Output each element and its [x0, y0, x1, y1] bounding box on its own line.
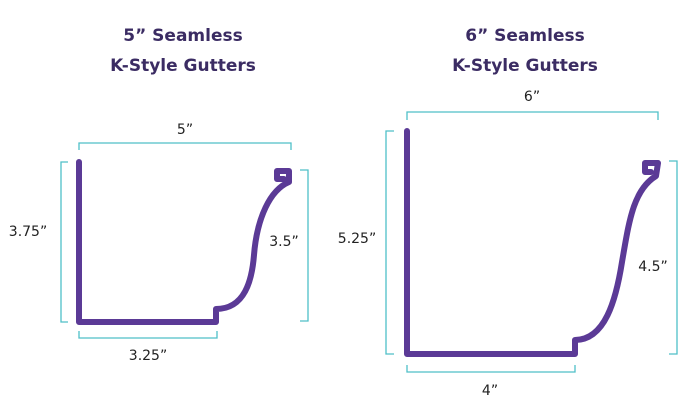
gutter-5in-width-dimension	[78, 142, 292, 150]
gutter-6in-profile	[404, 128, 661, 357]
gutter-5in-group: 5” Seamless K-Style Gutters 5” 3.75” 3.5…	[9, 26, 309, 364]
gutter-5in-profile	[76, 159, 292, 325]
gutter-6in-back-height-label: 5.25”	[338, 231, 376, 247]
gutter-5in-back-height-label: 3.75”	[9, 224, 47, 240]
gutter-6in-back-height-dimension	[385, 130, 394, 355]
gutter-5in-back-height-dimension	[60, 161, 68, 323]
gutter-5in-bottom-label: 3.25”	[129, 348, 167, 364]
gutter-6in-width-label: 6”	[524, 89, 540, 105]
gutter-5in-title-line2: K-Style Gutters	[110, 56, 256, 76]
gutter-6in-title-line2: K-Style Gutters	[452, 56, 598, 76]
gutter-6in-front-height-dimension	[669, 160, 678, 355]
gutter-6in-width-dimension	[406, 111, 659, 120]
gutter-6in-title-line1: 6” Seamless	[465, 26, 584, 46]
gutter-5in-title-line1: 5” Seamless	[123, 26, 242, 46]
gutter-5in-front-height-dimension	[300, 169, 309, 322]
gutter-6in-bottom-label: 4”	[482, 383, 498, 399]
gutter-5in-width-label: 5”	[177, 122, 193, 138]
gutter-6in-front-height-label: 4.5”	[638, 259, 668, 275]
gutter-5in-bottom-dimension	[78, 331, 218, 339]
gutter-5in-front-height-label: 3.5”	[269, 234, 299, 250]
gutter-6in-bottom-dimension	[406, 365, 576, 373]
gutter-6in-group: 6” Seamless K-Style Gutters 6” 5.25” 4.5…	[338, 26, 678, 399]
